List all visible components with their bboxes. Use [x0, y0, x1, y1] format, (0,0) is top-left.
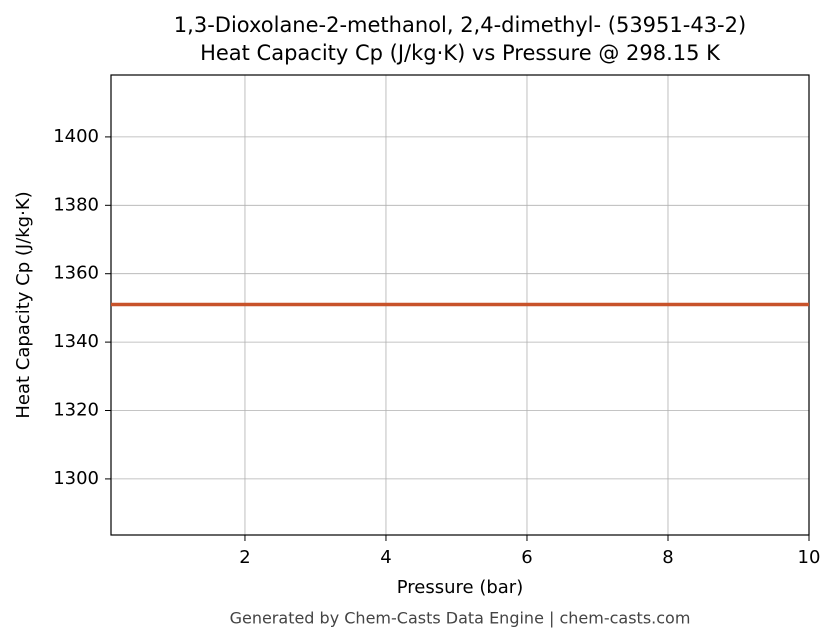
y-tick-label: 1400: [53, 126, 99, 147]
chart-subtitle: Heat Capacity Cp (J/kg·K) vs Pressure @ …: [200, 41, 721, 65]
x-tick-label: 8: [662, 547, 673, 568]
x-tick-label: 6: [521, 547, 532, 568]
footer: Generated by Chem-Casts Data Engine | ch…: [230, 609, 691, 628]
y-tick-label: 1380: [53, 194, 99, 215]
x-tick-label: 4: [380, 547, 391, 568]
y-tick-label: 1340: [53, 331, 99, 352]
x-tick-label: 2: [239, 547, 250, 568]
y-tick-label: 1360: [53, 263, 99, 284]
x-tick-label: 10: [798, 547, 821, 568]
y-tick-label: 1300: [53, 468, 99, 489]
y-tick-label: 1320: [53, 400, 99, 421]
chart-title: 1,3-Dioxolane-2-methanol, 2,4-dimethyl- …: [174, 13, 746, 37]
y-axis-label: Heat Capacity Cp (J/kg·K): [13, 191, 34, 418]
x-axis-label: Pressure (bar): [397, 577, 523, 598]
